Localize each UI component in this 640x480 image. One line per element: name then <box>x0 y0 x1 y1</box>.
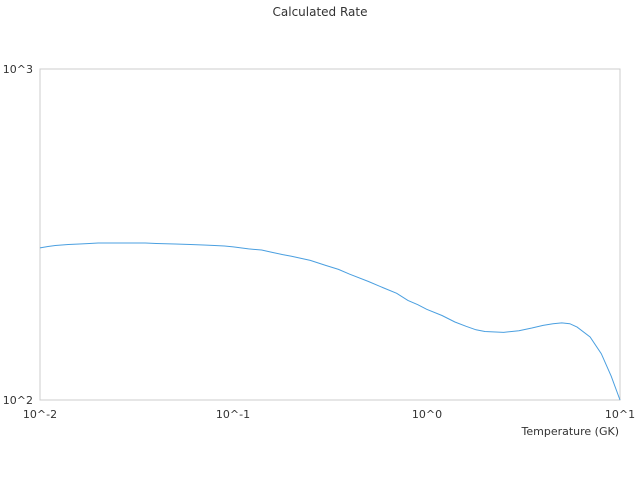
plot-area-frame <box>39 68 621 401</box>
x-axis-label: Temperature (GK) <box>521 425 620 438</box>
x-tick-label: 10^-2 <box>23 408 57 421</box>
series-layer <box>39 242 621 401</box>
x-tick-labels: 10^-2 10^-1 10^0 10^1 <box>23 408 635 421</box>
y-tick-label: 10^3 <box>3 63 33 76</box>
x-tick-label: 10^0 <box>412 408 442 421</box>
y-tick-labels: 10^2 10^3 <box>3 63 33 407</box>
x-tick-label: 10^1 <box>605 408 635 421</box>
x-tick-label: 10^-1 <box>216 408 250 421</box>
rate-series-line <box>39 242 621 401</box>
y-tick-label: 10^2 <box>3 394 33 407</box>
chart-title: Calculated Rate <box>273 5 368 19</box>
